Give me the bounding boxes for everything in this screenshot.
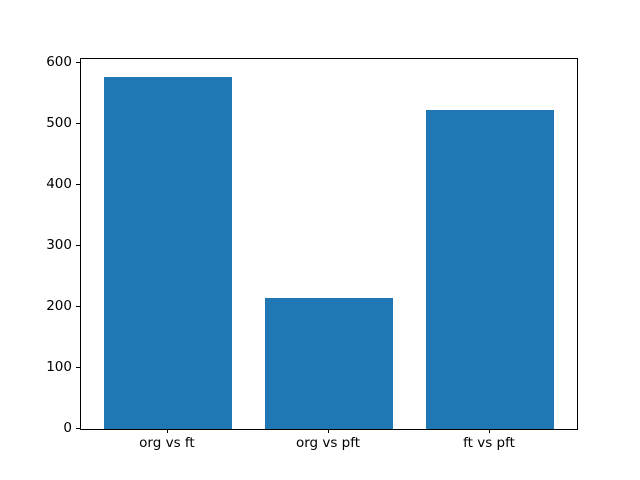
bar-ft-vs-pft: [425, 110, 555, 429]
y-tick-mark-500: [76, 122, 80, 124]
bar-org-vs-pft: [264, 297, 394, 429]
y-tick-label-300: 300: [46, 236, 72, 253]
y-tick-label-600: 600: [46, 53, 72, 70]
bar-org-vs-ft: [103, 76, 233, 429]
y-tick-label-400: 400: [46, 175, 72, 192]
x-tick-mark-ft-vs-pft: [489, 429, 491, 433]
y-tick-mark-0: [76, 428, 80, 429]
y-tick-mark-400: [76, 183, 80, 185]
y-tick-label-200: 200: [46, 297, 72, 314]
y-tick-label-0: 0: [63, 420, 72, 436]
x-tick-mark-org-vs-ft: [166, 429, 168, 433]
x-tick-mark-org-vs-pft: [328, 429, 329, 433]
y-tick-mark-100: [76, 366, 80, 368]
y-tick-label-500: 500: [46, 114, 72, 131]
x-tick-label-org-vs-ft: org vs ft: [139, 435, 195, 451]
y-tick-label-100: 100: [46, 358, 72, 375]
y-tick-mark-600: [76, 61, 80, 63]
y-tick-mark-200: [76, 305, 80, 307]
x-tick-label-ft-vs-pft: ft vs pft: [463, 435, 515, 451]
plot-area: [80, 58, 578, 430]
y-tick-mark-300: [76, 244, 80, 246]
x-tick-label-org-vs-pft: org vs pft: [295, 435, 361, 451]
